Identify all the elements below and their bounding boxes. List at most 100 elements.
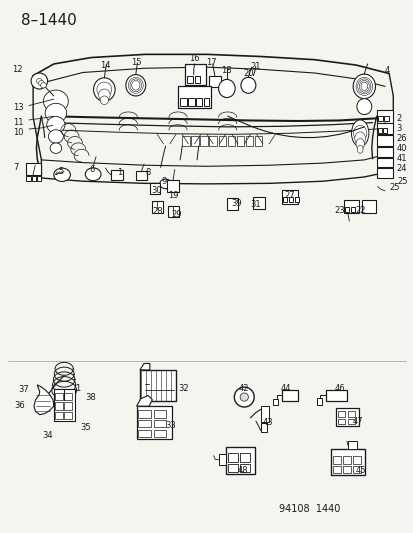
- Bar: [325, 390, 346, 401]
- Bar: [227, 453, 237, 462]
- Ellipse shape: [355, 77, 372, 95]
- Bar: [200, 136, 207, 146]
- Text: 35: 35: [81, 423, 91, 432]
- Text: 9: 9: [161, 177, 166, 185]
- Bar: [288, 197, 292, 202]
- Bar: [347, 419, 354, 424]
- Text: 15: 15: [131, 59, 142, 67]
- Text: 3: 3: [396, 125, 401, 133]
- Bar: [64, 412, 71, 419]
- Bar: [194, 76, 200, 83]
- Ellipse shape: [126, 75, 145, 96]
- Bar: [188, 98, 194, 106]
- Ellipse shape: [31, 73, 47, 89]
- Bar: [361, 200, 375, 213]
- Bar: [347, 411, 354, 417]
- Text: 30: 30: [151, 187, 161, 195]
- Ellipse shape: [218, 79, 235, 98]
- Bar: [245, 136, 253, 146]
- Bar: [54, 389, 74, 421]
- Bar: [332, 466, 340, 473]
- Text: 20: 20: [242, 69, 253, 78]
- Bar: [225, 447, 254, 474]
- Bar: [136, 406, 171, 439]
- Bar: [154, 430, 166, 437]
- Text: 10: 10: [14, 128, 24, 136]
- Text: 5: 5: [59, 167, 64, 176]
- Text: 31: 31: [250, 200, 261, 209]
- Bar: [135, 171, 147, 180]
- Ellipse shape: [43, 90, 68, 112]
- Bar: [330, 449, 364, 475]
- Bar: [383, 116, 388, 121]
- Bar: [140, 370, 176, 401]
- Text: 8–1440: 8–1440: [21, 13, 76, 28]
- Bar: [37, 176, 41, 181]
- Ellipse shape: [40, 83, 46, 88]
- Text: 11: 11: [14, 118, 24, 127]
- Text: 46: 46: [333, 384, 344, 392]
- Ellipse shape: [351, 120, 368, 147]
- Bar: [344, 207, 349, 212]
- Bar: [260, 406, 268, 422]
- Ellipse shape: [47, 117, 65, 133]
- Bar: [195, 98, 202, 106]
- Text: 7: 7: [13, 163, 19, 172]
- Text: 14: 14: [100, 61, 111, 69]
- Bar: [187, 76, 192, 83]
- Bar: [227, 464, 237, 472]
- Circle shape: [240, 393, 248, 401]
- Text: 40: 40: [396, 144, 406, 152]
- Bar: [178, 86, 211, 108]
- Bar: [182, 136, 189, 146]
- Bar: [376, 123, 392, 134]
- Circle shape: [234, 387, 254, 407]
- Bar: [294, 197, 298, 202]
- Ellipse shape: [54, 168, 70, 182]
- Bar: [376, 147, 392, 157]
- Text: 21: 21: [250, 62, 261, 70]
- Ellipse shape: [131, 80, 140, 90]
- Text: 13: 13: [13, 103, 24, 112]
- Ellipse shape: [356, 146, 362, 154]
- Bar: [376, 158, 392, 167]
- Text: 42: 42: [238, 384, 249, 392]
- Bar: [209, 136, 216, 146]
- Ellipse shape: [48, 130, 63, 143]
- Ellipse shape: [97, 82, 112, 97]
- Ellipse shape: [85, 168, 101, 181]
- Bar: [219, 454, 225, 465]
- Text: 1: 1: [116, 168, 121, 177]
- Bar: [316, 398, 321, 405]
- Ellipse shape: [354, 132, 365, 146]
- Text: 8: 8: [145, 168, 150, 177]
- Ellipse shape: [98, 89, 110, 101]
- Bar: [376, 168, 392, 178]
- Text: 32: 32: [178, 384, 188, 392]
- Ellipse shape: [352, 74, 375, 99]
- Bar: [26, 163, 40, 175]
- Bar: [282, 197, 287, 202]
- Bar: [382, 128, 386, 133]
- Bar: [344, 200, 358, 213]
- Text: 45: 45: [354, 466, 365, 474]
- Text: 28: 28: [152, 207, 163, 215]
- Bar: [138, 430, 150, 437]
- Bar: [55, 412, 62, 419]
- Text: 25: 25: [396, 177, 407, 185]
- Bar: [64, 402, 71, 410]
- Text: 36: 36: [14, 401, 25, 409]
- Text: 43: 43: [262, 418, 273, 426]
- Text: 47: 47: [352, 417, 363, 425]
- Bar: [260, 423, 266, 432]
- Polygon shape: [136, 395, 152, 406]
- Text: 26: 26: [396, 134, 406, 143]
- Text: 27: 27: [284, 191, 294, 199]
- Bar: [377, 128, 381, 133]
- Text: 34: 34: [42, 431, 53, 440]
- Bar: [152, 201, 163, 213]
- Bar: [32, 176, 36, 181]
- Ellipse shape: [240, 77, 255, 93]
- Ellipse shape: [356, 99, 371, 115]
- Ellipse shape: [357, 79, 370, 94]
